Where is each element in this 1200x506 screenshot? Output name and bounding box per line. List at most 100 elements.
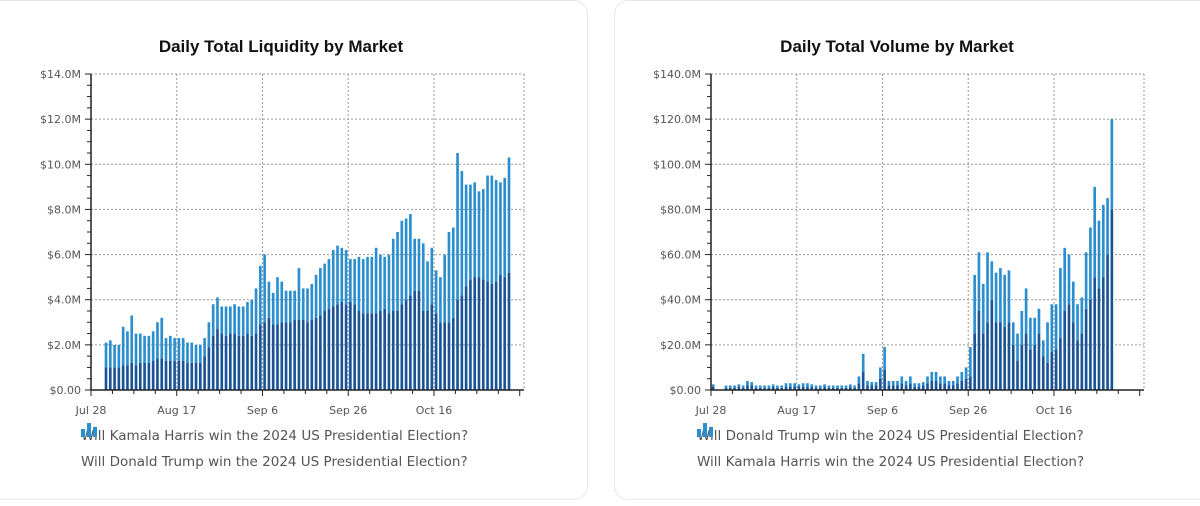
bar-trump[interactable] — [121, 326, 125, 366]
bar-trump[interactable] — [323, 263, 326, 311]
bar-trump[interactable] — [874, 385, 878, 390]
bar-trump[interactable] — [943, 383, 946, 390]
bar-trump[interactable] — [1037, 333, 1041, 390]
bar-trump[interactable] — [310, 283, 314, 321]
bar-trump[interactable] — [977, 311, 981, 390]
bar-trump[interactable] — [361, 259, 365, 314]
bar-trump[interactable] — [417, 238, 421, 291]
bar-harris[interactable] — [1093, 186, 1097, 278]
bar-harris[interactable] — [973, 274, 976, 334]
bar-harris[interactable] — [426, 311, 429, 390]
bar-trump[interactable] — [1080, 333, 1084, 390]
bar-trump[interactable] — [181, 338, 185, 361]
bar-harris[interactable] — [271, 324, 275, 390]
bar-trump[interactable] — [168, 335, 172, 361]
bar-harris[interactable] — [310, 320, 314, 390]
bar-harris[interactable] — [121, 365, 125, 390]
bar-harris[interactable] — [130, 362, 134, 390]
bar-trump[interactable] — [143, 335, 146, 363]
bar-harris[interactable] — [926, 376, 929, 384]
bar-harris[interactable] — [1080, 297, 1084, 334]
bar-harris[interactable] — [276, 324, 279, 390]
bar-harris[interactable] — [900, 376, 904, 384]
bar-trump[interactable] — [1050, 351, 1054, 390]
bar-trump[interactable] — [981, 333, 985, 390]
bar-trump[interactable] — [220, 306, 224, 334]
bar-harris[interactable] — [840, 385, 844, 388]
bar-trump[interactable] — [1024, 333, 1028, 390]
bar-harris[interactable] — [289, 322, 292, 390]
bar-harris[interactable] — [797, 384, 801, 387]
bar-harris[interactable] — [758, 385, 762, 388]
bar-harris[interactable] — [259, 324, 262, 390]
bar-harris[interactable] — [754, 385, 758, 388]
bar-harris[interactable] — [216, 329, 219, 390]
bar-trump[interactable] — [861, 371, 865, 390]
bar-harris[interactable] — [750, 382, 754, 386]
bar-harris[interactable] — [460, 295, 464, 390]
bar-trump[interactable] — [930, 380, 934, 390]
bar-harris[interactable] — [784, 383, 788, 387]
bar-harris[interactable] — [827, 385, 831, 388]
bar-trump[interactable] — [241, 306, 245, 336]
bar-harris[interactable] — [994, 272, 998, 323]
bar-harris[interactable] — [999, 268, 1002, 323]
bar-trump[interactable] — [421, 243, 425, 311]
bar-harris[interactable] — [366, 313, 369, 390]
bar-harris[interactable] — [806, 383, 809, 387]
bar-harris[interactable] — [396, 311, 399, 390]
bar-trump[interactable] — [1067, 304, 1071, 390]
bar-harris[interactable] — [956, 376, 959, 384]
bar-harris[interactable] — [250, 335, 254, 390]
bar-trump[interactable] — [1110, 209, 1114, 390]
bar-trump[interactable] — [456, 153, 459, 300]
bar-trump[interactable] — [1029, 349, 1032, 390]
bar-trump[interactable] — [711, 386, 715, 390]
bar-harris[interactable] — [374, 313, 378, 390]
bar-trump[interactable] — [443, 254, 447, 323]
bar-harris[interactable] — [939, 376, 942, 384]
bar-trump[interactable] — [190, 342, 194, 363]
bar-trump[interactable] — [900, 383, 904, 390]
bar-harris[interactable] — [138, 362, 142, 390]
bar-harris[interactable] — [951, 380, 955, 386]
bar-trump[interactable] — [917, 386, 921, 390]
bar-harris[interactable] — [404, 299, 408, 390]
bar-trump[interactable] — [763, 387, 766, 390]
bar-trump[interactable] — [481, 189, 485, 280]
bar-trump[interactable] — [507, 157, 511, 273]
bar-harris[interactable] — [143, 362, 146, 390]
bar-harris[interactable] — [861, 353, 865, 372]
bar-harris[interactable] — [280, 322, 284, 390]
bar-harris[interactable] — [469, 279, 472, 390]
bar-harris[interactable] — [909, 376, 912, 384]
bar-trump[interactable] — [117, 344, 121, 368]
bar-trump[interactable] — [1033, 344, 1037, 390]
bar-harris[interactable] — [168, 360, 172, 390]
bar-trump[interactable] — [130, 315, 134, 363]
bar-trump[interactable] — [177, 338, 181, 361]
bar-trump[interactable] — [827, 387, 831, 390]
bar-trump[interactable] — [896, 385, 899, 390]
bar-trump[interactable] — [207, 322, 211, 348]
bar-harris[interactable] — [986, 252, 989, 323]
bar-trump[interactable] — [758, 387, 762, 390]
bar-trump[interactable] — [370, 256, 374, 314]
bar-trump[interactable] — [379, 254, 382, 311]
bar-trump[interactable] — [254, 288, 258, 334]
bar-trump[interactable] — [810, 386, 814, 390]
bar-harris[interactable] — [340, 301, 344, 390]
bar-trump[interactable] — [494, 180, 498, 282]
legend-item-trump[interactable]: Will Donald Trump win the 2024 US Presid… — [81, 423, 468, 475]
bar-trump[interactable] — [366, 256, 369, 314]
bar-harris[interactable] — [943, 376, 946, 384]
bar-trump[interactable] — [913, 386, 916, 390]
bar-trump[interactable] — [853, 387, 856, 390]
bar-trump[interactable] — [434, 270, 438, 314]
bar-trump[interactable] — [327, 259, 331, 309]
bar-harris[interactable] — [336, 304, 339, 390]
bar-harris[interactable] — [990, 261, 994, 300]
bar-trump[interactable] — [271, 292, 275, 325]
bar-trump[interactable] — [104, 342, 108, 368]
bar-trump[interactable] — [1046, 362, 1049, 390]
